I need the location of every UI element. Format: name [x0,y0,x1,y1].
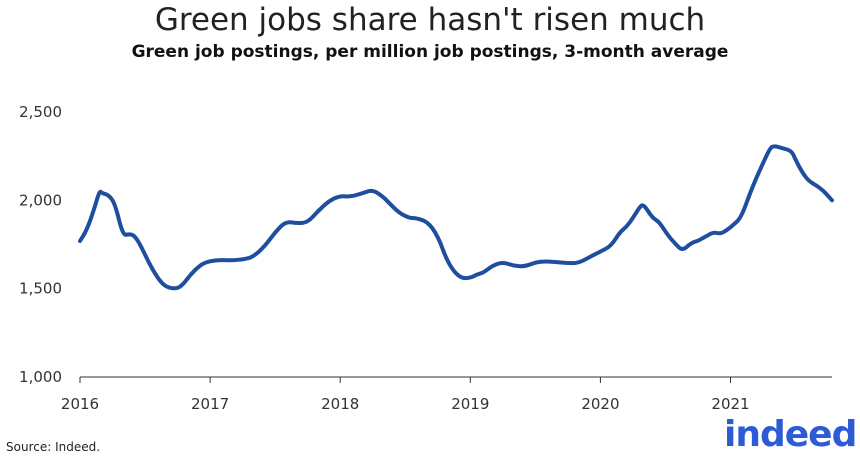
x-tick-label: 2018 [321,395,359,413]
series-group [78,144,834,291]
x-tick-label: 2017 [191,395,229,413]
y-tick-label: 2,500 [19,103,62,121]
y-tick-label: 1,000 [19,368,62,386]
source-note: Source: Indeed. [6,440,101,454]
x-tick-label: 2020 [581,395,619,413]
y-tick-label: 1,500 [19,280,62,298]
series-line [78,144,834,291]
x-axis: 2016 2017 2018 2019 2020 2021 [61,376,832,413]
x-tick-label: 2019 [451,395,489,413]
x-tick-label: 2016 [61,395,99,413]
chart-title: Green jobs share hasn't risen much [154,2,706,38]
indeed-logo: indeed [724,414,857,455]
chart-subtitle: Green job postings, per million job post… [131,42,729,62]
y-axis-labels: 1,000 1,500 2,000 2,500 [19,103,62,386]
y-tick-label: 2,000 [19,191,62,209]
x-tick-label: 2021 [711,395,749,413]
